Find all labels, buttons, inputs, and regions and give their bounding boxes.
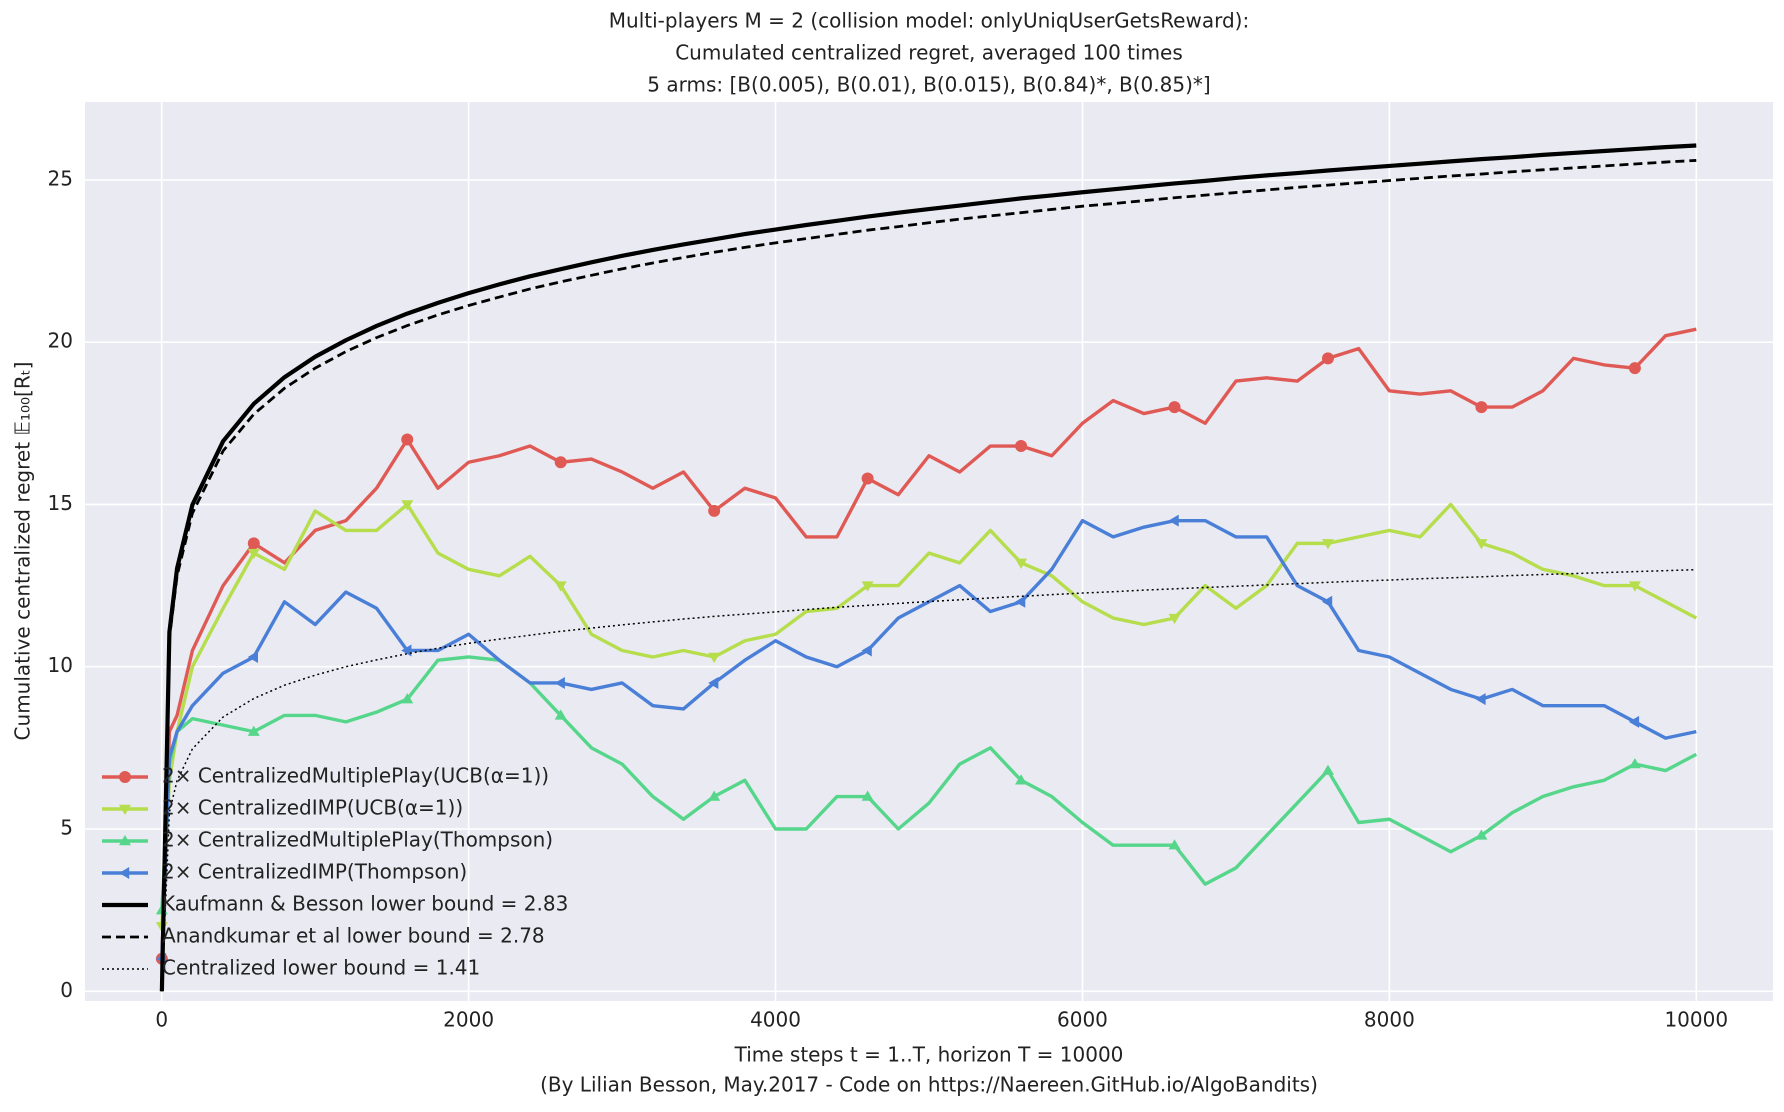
grid: [85, 102, 1773, 1001]
marker: [1168, 613, 1181, 625]
marker: [1168, 401, 1181, 414]
legend-label: 2× CentralizedIMP(UCB(α=1)): [162, 796, 463, 820]
x-tick-label: 10000: [1664, 1008, 1728, 1032]
marker: [708, 652, 721, 663]
marker: [1475, 539, 1488, 550]
marker: [708, 504, 721, 517]
legend-marker: [119, 867, 130, 879]
marker: [708, 676, 719, 689]
legend-marker: [119, 835, 131, 846]
x-tick-label: 0: [155, 1008, 168, 1032]
marker: [401, 644, 412, 657]
marker: [1015, 595, 1026, 608]
marker: [708, 790, 721, 801]
marker: [554, 709, 567, 720]
x-tick-label: 4000: [750, 1008, 801, 1032]
marker: [1475, 693, 1486, 706]
marker: [861, 790, 874, 801]
x-axis-label: Time steps t = 1..T, horizon T = 10000: [734, 1043, 1124, 1067]
marker: [1321, 352, 1334, 365]
legend-label: Kaufmann & Besson lower bound = 2.83: [162, 892, 568, 916]
chart-title: 5 arms: [B(0.005), B(0.01), B(0.015), B(…: [647, 73, 1210, 97]
marker: [401, 693, 414, 704]
marker: [861, 644, 872, 657]
marker: [1321, 595, 1333, 608]
legend-label: 2× CentralizedIMP(Thompson): [162, 860, 467, 884]
marker: [247, 650, 258, 663]
marker: [554, 676, 565, 689]
legend: 2× CentralizedMultiplePlay(UCB(α=1)) 2× C…: [102, 764, 568, 980]
series-line: [160, 159, 1697, 992]
marker: [401, 433, 414, 446]
marker: [247, 548, 260, 560]
marker: [861, 472, 874, 485]
y-tick-label: 0: [60, 978, 73, 1002]
marker: [1475, 829, 1488, 840]
y-tick-label: 20: [48, 329, 73, 353]
marker: [401, 500, 414, 511]
marker: [554, 581, 567, 592]
marker: [554, 456, 567, 469]
legend-marker: [119, 804, 131, 815]
marker: [1015, 440, 1028, 453]
series-line: [160, 502, 1698, 927]
legend-marker: [119, 771, 131, 783]
legend-label: Centralized lower bound = 1.41: [162, 956, 480, 980]
legend-label: 2× CentralizedMultiplePlay(Thompson): [162, 828, 553, 852]
marker: [1628, 362, 1641, 375]
marker: [861, 581, 874, 592]
y-tick-label: 15: [48, 491, 73, 515]
marker: [1321, 539, 1334, 550]
marker: [247, 725, 260, 736]
y-tick-label: 25: [48, 166, 73, 190]
marker: [1321, 764, 1334, 775]
plot: [155, 143, 1698, 992]
footnote: (By Lilian Besson, May.2017 - Code on ht…: [540, 1073, 1318, 1097]
legend-label: 2× CentralizedMultiplePlay(UCB(α=1)): [162, 764, 549, 788]
legend-label: Anandkumar et al lower bound = 2.78: [162, 924, 545, 948]
marker: [1628, 715, 1640, 728]
marker: [1168, 514, 1179, 527]
marker: [1628, 581, 1641, 592]
marker: [1015, 774, 1028, 785]
y-axis-label: Cumulative centralized regret 𝔼₁₀₀[Rₜ]: [11, 362, 35, 741]
x-tick-label: 2000: [443, 1008, 494, 1032]
series-line: [160, 327, 1697, 959]
marker: [1015, 558, 1028, 569]
marker: [1475, 401, 1488, 414]
labels: Multi-players M = 2 (collision model: on…: [11, 9, 1729, 1097]
marker: [247, 537, 260, 550]
x-tick-label: 8000: [1364, 1008, 1415, 1032]
x-tick-label: 6000: [1057, 1008, 1108, 1032]
series-line: [160, 655, 1698, 911]
series-line: [160, 518, 1697, 959]
chart-title: Multi-players M = 2 (collision model: on…: [609, 9, 1249, 33]
y-tick-label: 5: [60, 815, 73, 839]
chart-title: Cumulated centralized regret, averaged 1…: [675, 41, 1183, 65]
y-tick-label: 10: [48, 653, 73, 677]
series-line: [159, 143, 1697, 992]
marker: [1628, 758, 1641, 769]
marker: [1168, 839, 1181, 850]
series-line: [161, 568, 1697, 992]
